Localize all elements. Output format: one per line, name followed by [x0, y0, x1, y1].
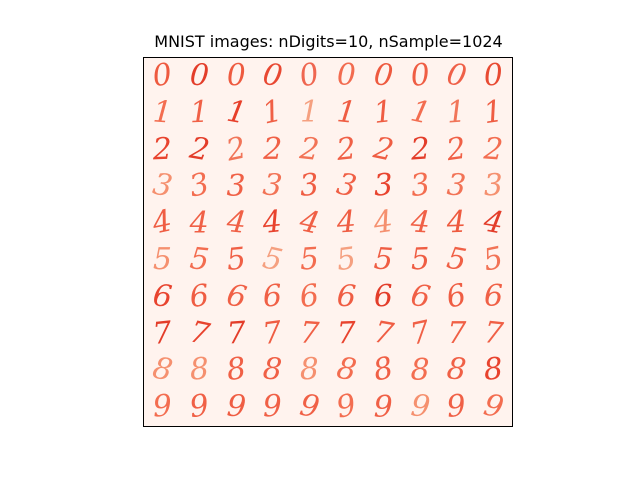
digit-image-4: 4	[335, 204, 358, 242]
figure-title: MNIST images: nDigits=10, nSample=1024	[154, 32, 503, 51]
digit-image-6: 6	[373, 278, 394, 315]
digit-image-6: 6	[187, 278, 211, 316]
digit-image-3: 3	[372, 168, 394, 205]
digit-image-1: 1	[446, 94, 468, 131]
digit-image-7: 7	[225, 315, 247, 352]
digit-image-5: 5	[372, 241, 394, 279]
digit-image-3: 3	[446, 168, 468, 205]
digit-image-8: 8	[262, 352, 284, 389]
digit-image-8: 8	[149, 351, 176, 390]
digit-image-9: 9	[225, 388, 247, 426]
digit-image-1: 1	[300, 95, 320, 131]
digit-image-6: 6	[262, 278, 284, 315]
digit-image-8: 8	[188, 352, 210, 389]
digit-image-0: 0	[443, 57, 470, 96]
digit-image-1: 1	[335, 94, 358, 132]
digit-image-0: 0	[482, 57, 505, 95]
digit-image-7: 7	[406, 314, 433, 353]
digit-image-1: 1	[151, 94, 174, 131]
digit-image-4: 4	[149, 203, 176, 243]
digit-image-7: 7	[447, 315, 467, 351]
digit-image-3: 3	[333, 167, 360, 206]
digit-image-2: 2	[298, 131, 321, 168]
digit-image-6: 6	[484, 279, 504, 315]
digit-image-3: 3	[261, 167, 285, 205]
digit-image-7: 7	[336, 315, 357, 352]
digit-image-6: 6	[335, 278, 358, 315]
digit-image-9: 9	[373, 389, 393, 425]
digit-image-7: 7	[186, 314, 213, 353]
digit-image-1: 1	[259, 93, 286, 132]
digit-image-4: 4	[409, 204, 431, 242]
digit-image-6: 6	[297, 278, 322, 316]
digit-image-5: 5	[334, 241, 359, 279]
digit-image-3: 3	[483, 168, 504, 205]
digit-image-0: 0	[371, 57, 395, 95]
digit-image-2: 2	[152, 131, 173, 168]
digit-image-9: 9	[151, 388, 174, 426]
digit-image-3: 3	[226, 168, 246, 204]
digit-image-1: 1	[371, 94, 395, 132]
digit-image-6: 6	[443, 277, 470, 316]
digit-image-4: 4	[224, 204, 248, 242]
digit-image-5: 5	[480, 240, 507, 280]
digit-image-4: 4	[446, 205, 467, 241]
digit-image-2: 2	[409, 131, 431, 168]
digit-image-9: 9	[262, 389, 283, 425]
digit-image-8: 8	[224, 351, 248, 389]
digit-image-3: 3	[186, 167, 213, 206]
digit-image-7: 7	[260, 314, 285, 353]
digit-image-0: 0	[150, 57, 175, 95]
digit-image-0: 0	[188, 57, 210, 95]
digit-image-1: 1	[189, 94, 210, 131]
digit-image-2: 2	[222, 130, 249, 169]
digit-image-5: 5	[298, 241, 321, 279]
digit-image-5: 5	[152, 242, 172, 278]
digit-image-8: 8	[370, 351, 397, 390]
digit-image-4: 4	[296, 203, 323, 243]
digit-image-7: 7	[482, 315, 505, 352]
digit-image-4: 4	[371, 204, 396, 242]
digit-image-0: 0	[336, 58, 356, 94]
digit-image-9: 9	[480, 387, 507, 427]
digit-image-1: 1	[481, 94, 506, 132]
digit-image-7: 7	[298, 315, 321, 352]
digit-image-0: 0	[225, 58, 247, 94]
digit-image-9: 9	[333, 387, 360, 427]
digit-image-6: 6	[223, 277, 250, 316]
digit-image-7: 7	[370, 314, 396, 353]
digit-image-2: 2	[444, 130, 469, 169]
digit-image-1: 1	[407, 93, 434, 132]
digit-image-5: 5	[187, 241, 211, 279]
digit-image-2: 2	[263, 131, 283, 167]
digit-image-2: 2	[482, 131, 505, 168]
digit-image-0: 0	[296, 57, 323, 96]
digit-image-9: 9	[408, 388, 432, 426]
digit-image-2: 2	[370, 130, 397, 169]
digit-image-8: 8	[299, 352, 320, 389]
digit-image-6: 6	[151, 278, 174, 316]
digit-image-2: 2	[186, 130, 212, 169]
digit-image-5: 5	[409, 242, 431, 278]
digit-image-5: 5	[259, 240, 286, 280]
digit-image-4: 4	[189, 205, 209, 241]
digit-image-8: 8	[410, 352, 430, 388]
digit-image-8: 8	[445, 351, 469, 389]
digit-image-9: 9	[187, 388, 212, 426]
digit-image-3: 3	[408, 167, 432, 205]
